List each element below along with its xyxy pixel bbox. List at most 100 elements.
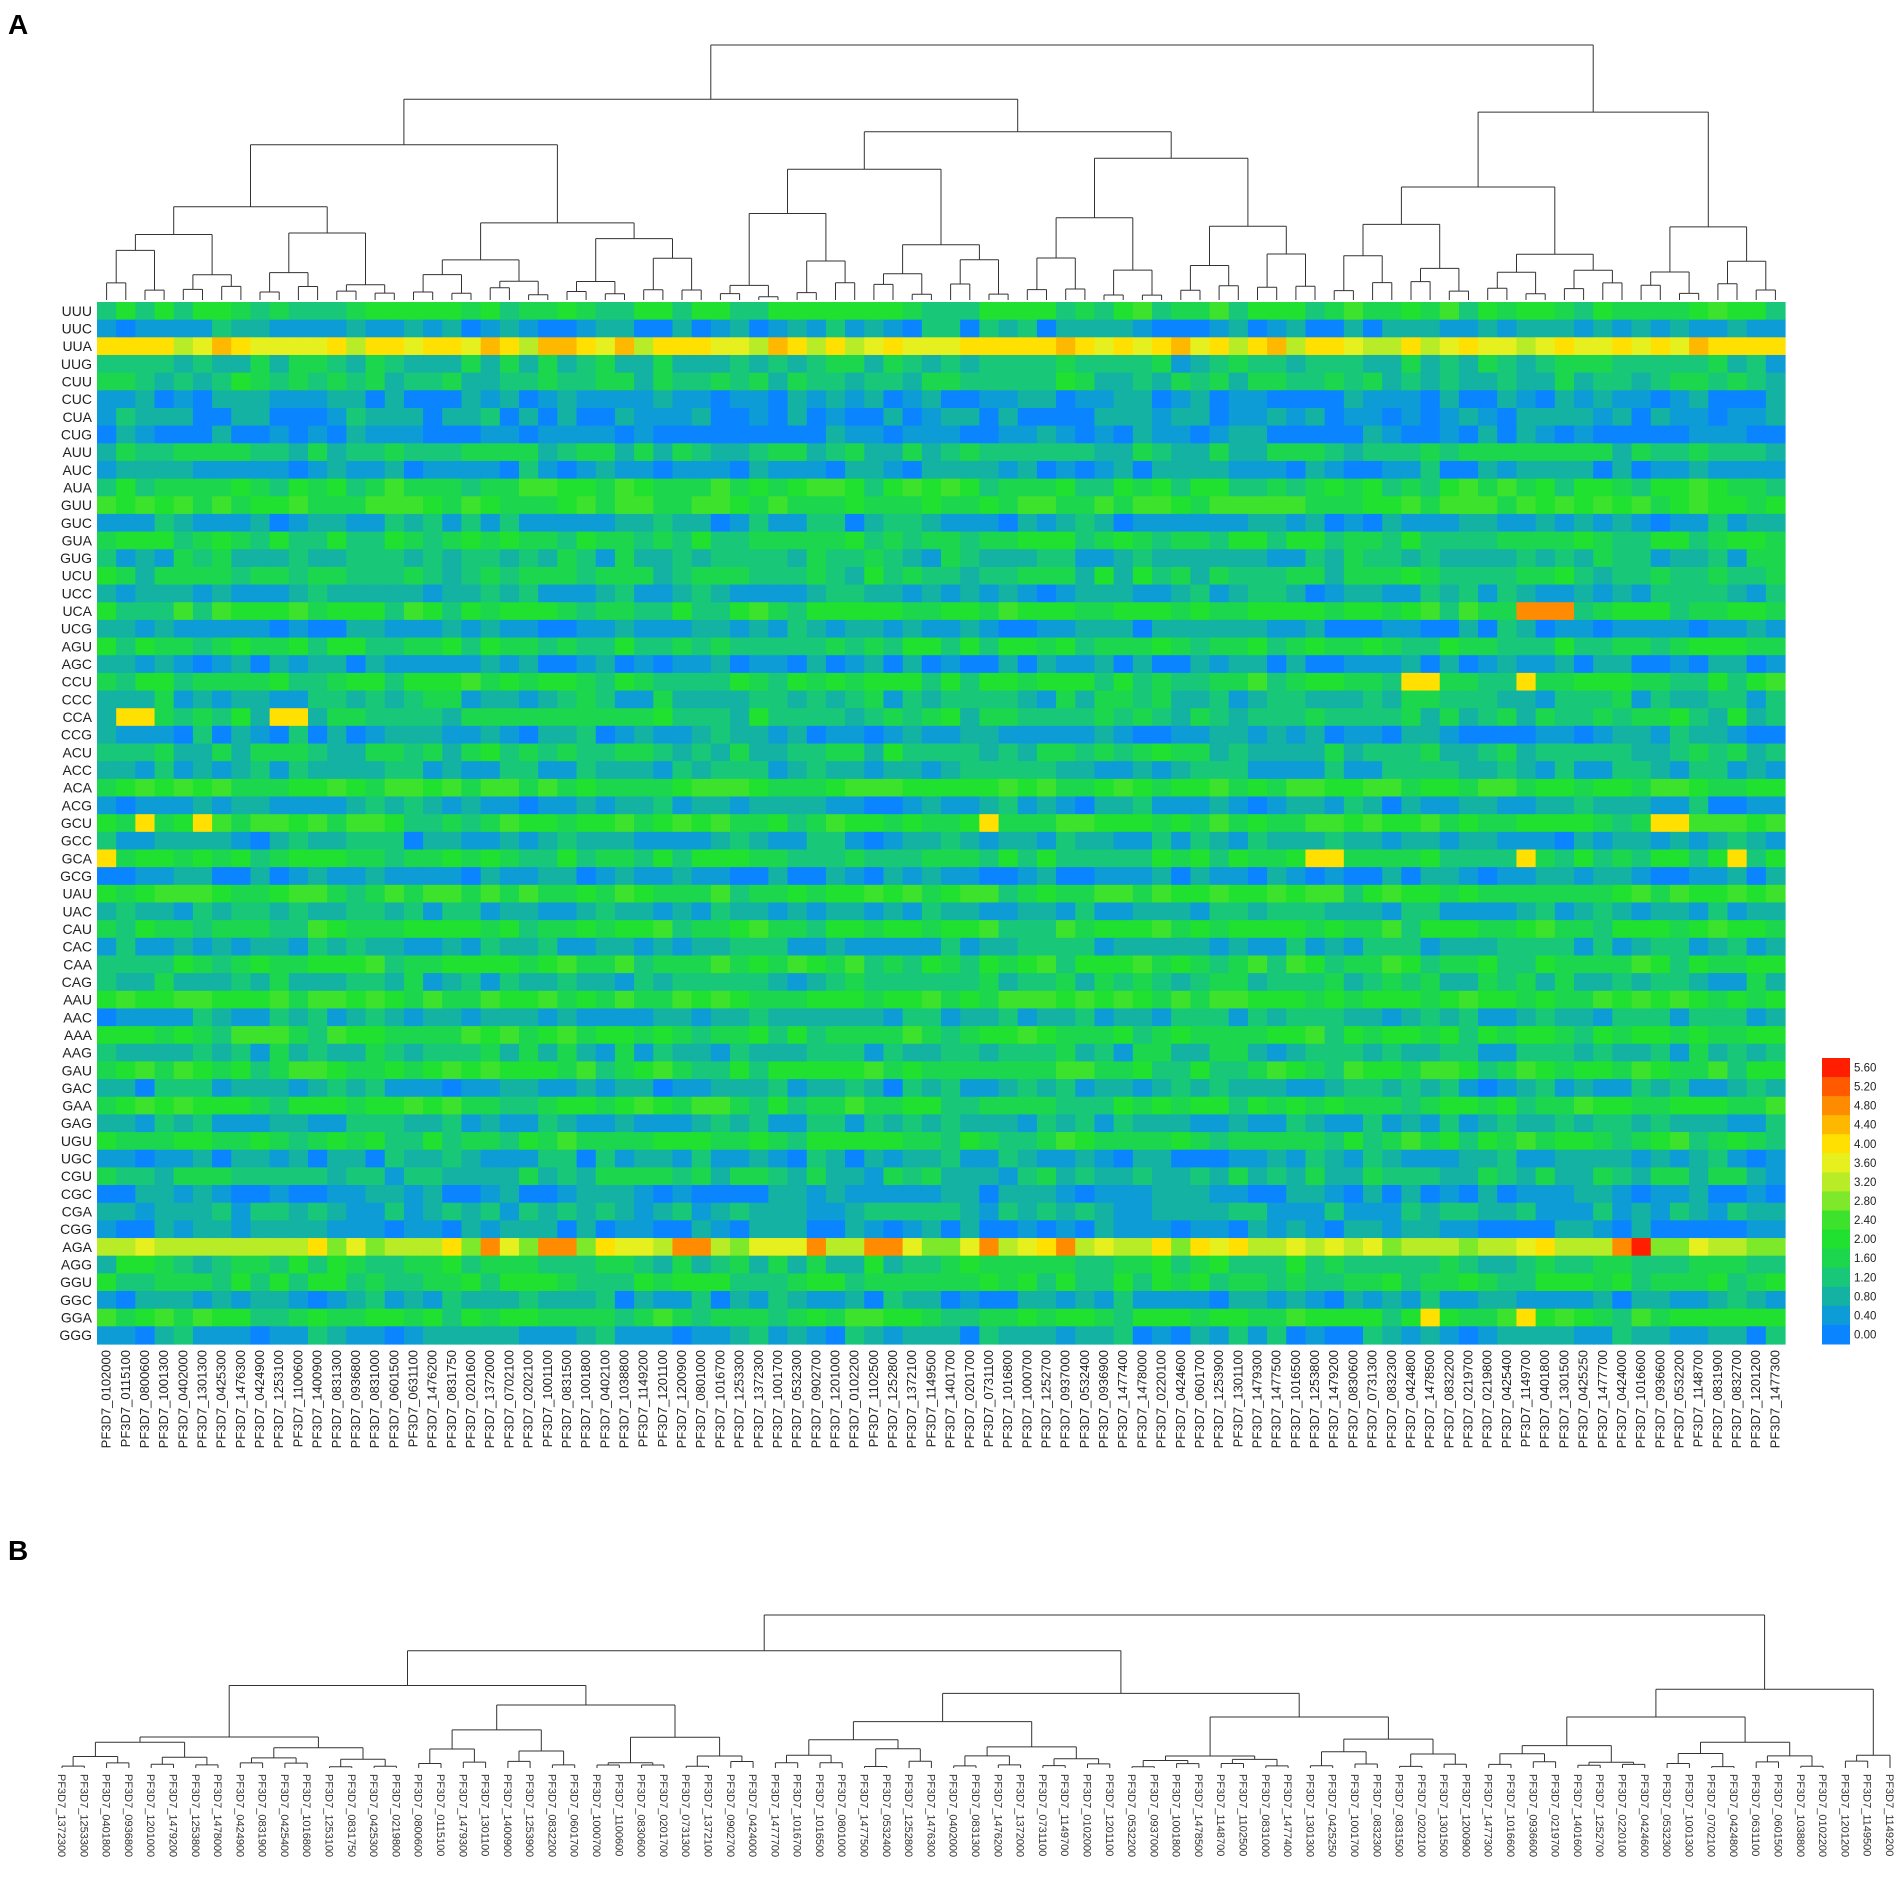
heatmap-cell	[749, 531, 769, 550]
heatmap-cell	[499, 1008, 520, 1027]
heatmap-cell	[1228, 1202, 1249, 1221]
heatmap-cell	[1458, 867, 1479, 886]
heatmap-cell	[1401, 602, 1422, 621]
heatmap-cell	[1650, 655, 1671, 674]
heatmap-cell	[557, 778, 578, 798]
heatmap-cell	[1612, 407, 1633, 427]
heatmap-cell	[288, 902, 309, 921]
heatmap-cell	[135, 725, 156, 745]
heatmap-cell	[1516, 973, 1537, 992]
heatmap-cell	[653, 920, 674, 939]
heatmap-cell	[1382, 425, 1402, 444]
heatmap-cell	[825, 884, 846, 904]
heatmap-cell	[1363, 549, 1383, 568]
heatmap-cell	[1497, 920, 1518, 939]
heatmap-cell	[806, 531, 827, 550]
heatmap-cell	[960, 407, 980, 427]
heatmap-cell	[1036, 319, 1057, 338]
heatmap-cell	[1401, 849, 1422, 868]
heatmap-cell	[998, 1026, 1019, 1045]
heatmap-cell	[269, 937, 290, 957]
heatmap-cell	[806, 496, 827, 515]
heatmap-cell	[1631, 867, 1652, 886]
heatmap-cell	[519, 337, 539, 356]
heatmap-cell	[1478, 761, 1498, 780]
heatmap-cell	[979, 1079, 1000, 1098]
heatmap-cell	[1113, 902, 1134, 921]
heatmap-cell	[1669, 902, 1690, 921]
heatmap-cell	[1478, 955, 1498, 974]
heatmap-cell	[538, 796, 558, 815]
heatmap-cell	[1650, 1132, 1671, 1151]
heatmap-cell	[710, 973, 731, 992]
heatmap-cell	[1228, 778, 1249, 798]
heatmap-cell	[1228, 672, 1249, 692]
heatmap-cell	[921, 1079, 942, 1098]
heatmap-cell	[1247, 1043, 1268, 1063]
heatmap-cell	[672, 920, 693, 939]
heatmap-cell	[1420, 354, 1441, 374]
heatmap-cell	[1497, 814, 1518, 833]
heatmap-cell	[672, 990, 693, 1010]
heatmap-cell	[1593, 354, 1613, 374]
heatmap-cell	[749, 1238, 769, 1257]
heatmap-cell	[1401, 955, 1422, 974]
heatmap-cell	[1401, 390, 1422, 409]
heatmap-cell	[1669, 549, 1690, 568]
heatmap-cell	[1746, 902, 1767, 921]
heatmap-cell	[288, 602, 309, 621]
heatmap-cell	[192, 1238, 213, 1257]
heatmap-cell	[1017, 937, 1038, 957]
heatmap-cell	[730, 1079, 750, 1098]
heatmap-cell	[1650, 407, 1671, 427]
heatmap-cell	[423, 973, 443, 992]
heatmap-cell	[173, 955, 194, 974]
heatmap-cell	[960, 1079, 980, 1098]
heatmap-cell	[902, 690, 923, 709]
heatmap-cell	[1036, 1167, 1057, 1186]
heatmap-cell	[749, 619, 769, 639]
heatmap-cell	[1036, 655, 1057, 674]
heatmap-cell	[614, 496, 635, 515]
heatmap-cell	[173, 460, 194, 480]
heatmap-cell	[1363, 637, 1383, 656]
heatmap-cell	[960, 1167, 980, 1186]
heatmap-cell	[1516, 743, 1537, 762]
heatmap-cell	[499, 973, 520, 992]
heatmap-cell	[1228, 884, 1249, 904]
heatmap-cell	[212, 761, 232, 780]
heatmap-cell	[1209, 831, 1230, 851]
heatmap-cell	[384, 354, 405, 374]
heatmap-cell	[173, 1220, 194, 1239]
heatmap-cell	[1286, 849, 1307, 868]
heatmap-cell	[787, 778, 808, 798]
heatmap-cell	[845, 372, 865, 391]
heatmap-cell	[595, 1149, 616, 1168]
heatmap-cell	[1286, 460, 1307, 480]
heatmap-cell	[1036, 796, 1057, 815]
heatmap-cell	[1401, 584, 1422, 603]
heatmap-cell	[1152, 1043, 1172, 1063]
heatmap-cell	[1075, 1220, 1096, 1239]
heatmap-cell	[921, 531, 942, 550]
heatmap-cell	[327, 1114, 347, 1133]
heatmap-cell	[269, 319, 290, 338]
heatmap-cell	[212, 354, 232, 374]
heatmap-cell	[979, 655, 1000, 674]
heatmap-cell	[1765, 725, 1786, 745]
heatmap-cell	[1324, 1132, 1345, 1151]
heatmap-cell	[979, 743, 1000, 762]
heatmap-cell	[710, 1079, 731, 1098]
heatmap-cell	[1228, 955, 1249, 974]
heatmap-cell	[1765, 1185, 1786, 1204]
heatmap-cell	[442, 814, 463, 833]
heatmap-cell	[1554, 1079, 1575, 1098]
heatmap-cell	[173, 708, 194, 727]
heatmap-cell	[384, 549, 405, 568]
heatmap-cell	[730, 337, 750, 356]
heatmap-cell	[1094, 990, 1115, 1010]
heatmap-cell	[730, 584, 750, 603]
heatmap-cell	[1535, 902, 1556, 921]
heatmap-cell	[1497, 884, 1518, 904]
heatmap-cell	[1420, 496, 1441, 515]
